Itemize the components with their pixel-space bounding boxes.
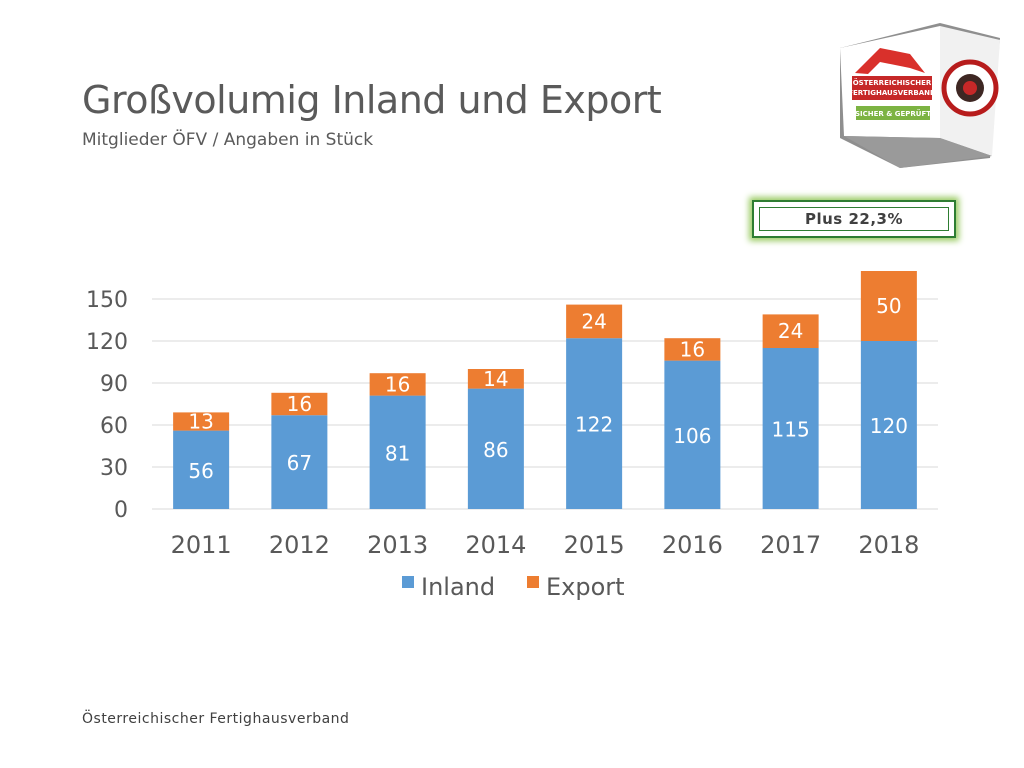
y-tick-label: 150 bbox=[86, 288, 128, 313]
data-label-export-2016: 16 bbox=[680, 337, 705, 361]
legend-swatch-export bbox=[527, 576, 539, 588]
data-label-inland-2016: 106 bbox=[673, 424, 711, 448]
x-tick-label: 2017 bbox=[760, 531, 821, 559]
y-tick-label: 90 bbox=[100, 372, 128, 397]
growth-callout-text: Plus 22,3% bbox=[759, 207, 949, 231]
growth-callout: Plus 22,3% bbox=[752, 200, 956, 238]
legend-label-inland: Inland bbox=[421, 573, 495, 601]
logo-roof-icon bbox=[855, 48, 925, 74]
data-label-inland-2012: 67 bbox=[287, 451, 312, 475]
bar-export-2016 bbox=[664, 338, 721, 361]
x-tick-label: 2016 bbox=[662, 531, 723, 559]
x-tick-label: 2011 bbox=[171, 531, 232, 559]
data-label-export-2012: 16 bbox=[287, 392, 312, 416]
logo-banner bbox=[852, 76, 932, 100]
data-label-export-2013: 16 bbox=[385, 372, 410, 396]
bar-inland-2011 bbox=[173, 430, 230, 509]
y-tick-label: 60 bbox=[100, 414, 128, 439]
x-tick-label: 2014 bbox=[465, 531, 526, 559]
bar-inland-2017 bbox=[762, 348, 819, 509]
data-label-export-2015: 24 bbox=[581, 309, 606, 333]
footer-text: Österreichischer Fertighausverband bbox=[82, 711, 350, 727]
legend-label-export: Export bbox=[546, 573, 625, 601]
bar-export-2014 bbox=[467, 369, 524, 389]
x-tick-label: 2018 bbox=[858, 531, 919, 559]
bar-inland-2014 bbox=[467, 388, 524, 509]
x-tick-label: 2015 bbox=[564, 531, 625, 559]
bar-export-2015 bbox=[566, 304, 623, 339]
y-tick-label: 0 bbox=[114, 498, 128, 523]
data-label-export-2014: 14 bbox=[483, 367, 508, 391]
x-tick-label: 2012 bbox=[269, 531, 330, 559]
association-logo: ÖSTERREICHISCHER FERTIGHAUSVERBAND SICHE… bbox=[830, 18, 1010, 178]
data-label-inland-2011: 56 bbox=[188, 459, 213, 483]
data-label-export-2011: 13 bbox=[188, 410, 213, 434]
page-title: Großvolumig Inland und Export bbox=[82, 78, 662, 122]
logo-cube-bottom bbox=[844, 136, 992, 168]
data-label-inland-2013: 81 bbox=[385, 441, 410, 465]
stacked-bar-chart: 0 30 60 90 120 150 56 13 2011 67 16 2012 81 16 2013 86 1… bbox=[86, 271, 938, 601]
y-tick-label: 30 bbox=[100, 456, 128, 481]
data-label-inland-2015: 122 bbox=[575, 413, 613, 437]
bar-inland-2013 bbox=[369, 395, 426, 509]
bar-inland-2015 bbox=[566, 338, 623, 509]
bar-export-2011 bbox=[173, 412, 230, 431]
legend-swatch-inland bbox=[402, 576, 414, 588]
bar-inland-2016 bbox=[664, 360, 721, 509]
data-label-export-2018: 50 bbox=[876, 294, 901, 318]
data-label-inland-2018: 120 bbox=[870, 414, 908, 438]
bar-inland-2012 bbox=[271, 415, 328, 509]
page-subtitle: Mitglieder ÖFV / Angaben in Stück bbox=[82, 130, 374, 150]
y-tick-label: 120 bbox=[86, 330, 128, 355]
bar-export-2012 bbox=[271, 392, 328, 416]
logo-line-1: ÖSTERREICHISCHER bbox=[853, 78, 932, 87]
bar-export-2017 bbox=[762, 314, 819, 348]
logo-line-2: FERTIGHAUSVERBAND bbox=[848, 89, 936, 97]
logo-check-banner bbox=[856, 106, 930, 120]
x-tick-label: 2013 bbox=[367, 531, 428, 559]
data-label-inland-2017: 115 bbox=[772, 418, 810, 442]
bar-export-2018 bbox=[860, 271, 917, 341]
data-label-inland-2014: 86 bbox=[483, 438, 508, 462]
logo-line-3: SICHER & GEPRÜFT bbox=[855, 109, 931, 118]
bar-inland-2018 bbox=[860, 341, 917, 509]
data-label-export-2017: 24 bbox=[778, 319, 803, 343]
bar-export-2013 bbox=[369, 373, 426, 396]
